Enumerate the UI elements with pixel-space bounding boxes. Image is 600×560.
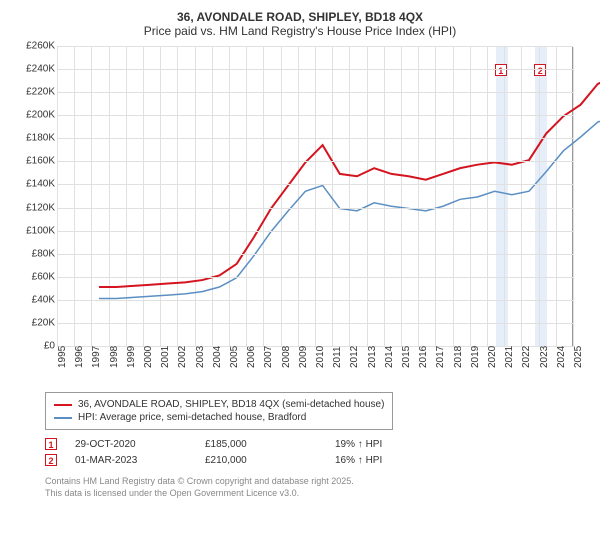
legend: 36, AVONDALE ROAD, SHIPLEY, BD18 4QX (se…	[45, 392, 393, 430]
x-tick-label: 1996	[74, 346, 85, 368]
x-tick-label: 2016	[418, 346, 429, 368]
legend-swatch	[54, 417, 72, 419]
plot-region: 12	[57, 46, 573, 346]
y-tick-label: £140K	[26, 179, 55, 190]
x-tick-label: 2007	[263, 346, 274, 368]
x-tick-label: 2014	[384, 346, 395, 368]
transaction-row: 1 29-OCT-2020£185,00019% ↑ HPI	[45, 438, 585, 450]
y-tick-label: £0	[44, 341, 55, 352]
x-tick-label: 2010	[315, 346, 326, 368]
x-tick-label: 2004	[212, 346, 223, 368]
x-tick-label: 2025	[573, 346, 584, 368]
y-gridline	[57, 184, 573, 185]
legend-label: HPI: Average price, semi-detached house,…	[78, 412, 306, 423]
footer-line2: This data is licensed under the Open Gov…	[45, 488, 585, 500]
y-gridline	[57, 46, 573, 47]
x-tick-label: 1998	[109, 346, 120, 368]
y-tick-label: £180K	[26, 133, 55, 144]
y-tick-label: £240K	[26, 64, 55, 75]
x-tick-label: 2024	[556, 346, 567, 368]
y-gridline	[57, 69, 573, 70]
x-tick-label: 2019	[470, 346, 481, 368]
transaction-delta: 16% ↑ HPI	[335, 455, 465, 466]
x-tick-label: 2018	[453, 346, 464, 368]
legend-item: 36, AVONDALE ROAD, SHIPLEY, BD18 4QX (se…	[54, 399, 384, 410]
y-gridline	[57, 300, 573, 301]
transaction-date: 29-OCT-2020	[75, 439, 205, 450]
x-tick-label: 2013	[367, 346, 378, 368]
x-tick-label: 2020	[487, 346, 498, 368]
y-gridline	[57, 115, 573, 116]
y-axis: £0£20K£40K£60K£80K£100K£120K£140K£160K£1…	[15, 46, 57, 346]
x-tick-label: 2011	[332, 346, 343, 368]
legend-label: 36, AVONDALE ROAD, SHIPLEY, BD18 4QX (se…	[78, 399, 384, 410]
y-tick-label: £40K	[32, 294, 55, 305]
legend-item: HPI: Average price, semi-detached house,…	[54, 412, 384, 423]
x-tick-label: 1995	[57, 346, 68, 368]
y-gridline	[57, 92, 573, 93]
x-tick-label: 2015	[401, 346, 412, 368]
x-tick-label: 2009	[298, 346, 309, 368]
x-tick-label: 2012	[349, 346, 360, 368]
y-tick-label: £100K	[26, 225, 55, 236]
chart-marker: 2	[534, 64, 546, 76]
x-tick-label: 2022	[521, 346, 532, 368]
x-tick-label: 2005	[229, 346, 240, 368]
x-tick-label: 2002	[177, 346, 188, 368]
chart-marker: 1	[495, 64, 507, 76]
y-tick-label: £260K	[26, 41, 55, 52]
x-tick-label: 2001	[160, 346, 171, 368]
y-gridline	[57, 323, 573, 324]
y-tick-label: £120K	[26, 202, 55, 213]
transaction-date: 01-MAR-2023	[75, 455, 205, 466]
x-tick-label: 2021	[504, 346, 515, 368]
y-tick-label: £80K	[32, 248, 55, 259]
y-tick-label: £20K	[32, 317, 55, 328]
series-line	[99, 76, 600, 287]
y-gridline	[57, 161, 573, 162]
chart-subtitle: Price paid vs. HM Land Registry's House …	[15, 24, 585, 38]
x-tick-label: 2023	[539, 346, 550, 368]
x-tick-label: 2006	[246, 346, 257, 368]
transaction-marker: 2	[45, 454, 57, 466]
x-tick-label: 2000	[143, 346, 154, 368]
y-tick-label: £160K	[26, 156, 55, 167]
y-tick-label: £60K	[32, 271, 55, 282]
legend-swatch	[54, 404, 72, 406]
chart-area: 12 £0£20K£40K£60K£80K£100K£120K£140K£160…	[15, 46, 585, 386]
footer-line1: Contains HM Land Registry data © Crown c…	[45, 476, 585, 488]
x-tick-label: 2017	[435, 346, 446, 368]
y-tick-label: £220K	[26, 87, 55, 98]
transaction-price: £210,000	[205, 455, 335, 466]
transaction-rows: 1 29-OCT-2020£185,00019% ↑ HPI 2 01-MAR-202…	[45, 438, 585, 466]
x-tick-label: 1997	[91, 346, 102, 368]
y-tick-label: £200K	[26, 110, 55, 121]
transaction-price: £185,000	[205, 439, 335, 450]
y-gridline	[57, 231, 573, 232]
transaction-row: 2 01-MAR-2023£210,00016% ↑ HPI	[45, 454, 585, 466]
chart-title: 36, AVONDALE ROAD, SHIPLEY, BD18 4QX	[15, 10, 585, 24]
x-tick-label: 1999	[126, 346, 137, 368]
transaction-delta: 19% ↑ HPI	[335, 439, 465, 450]
x-tick-label: 2003	[195, 346, 206, 368]
y-gridline	[57, 277, 573, 278]
x-tick-label: 2008	[281, 346, 292, 368]
footer: Contains HM Land Registry data © Crown c…	[45, 476, 585, 499]
y-gridline	[57, 254, 573, 255]
transaction-marker: 1	[45, 438, 57, 450]
y-gridline	[57, 208, 573, 209]
y-gridline	[57, 138, 573, 139]
